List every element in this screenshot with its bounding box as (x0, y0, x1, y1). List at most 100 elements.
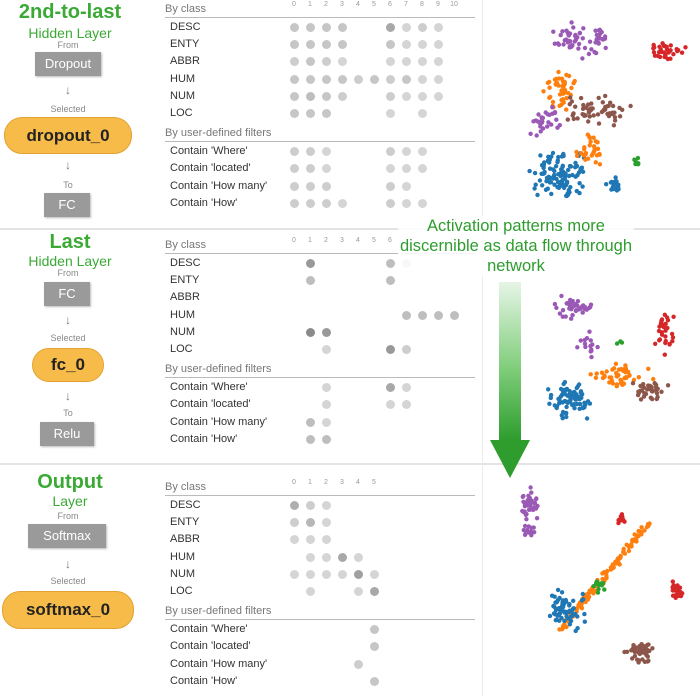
scatter-point (547, 160, 552, 165)
scatter-point (551, 176, 556, 181)
selected-node-dropout_0[interactable]: dropout_0 (4, 117, 132, 154)
selected-node-fc_0[interactable]: fc_0 (32, 348, 104, 382)
scatter-point (526, 493, 531, 498)
activation-dot (322, 417, 331, 427)
scatter-point (613, 561, 619, 566)
layer-title: Output (37, 471, 103, 493)
scatter-point (666, 49, 671, 55)
scatter-point (532, 530, 537, 535)
scatter-point (588, 349, 593, 354)
down-arrow-icon: ↓ (65, 313, 71, 327)
activation-dot (386, 23, 395, 32)
activation-dot (418, 23, 427, 32)
scatter-point (613, 186, 618, 191)
scatter-point (524, 517, 529, 522)
activation-dot (386, 109, 395, 118)
filter-row-label: Contain 'Where' (170, 623, 248, 636)
activation-dot (290, 569, 299, 579)
filter-row-label: Contain 'located' (170, 398, 251, 411)
scatter-point (600, 100, 605, 105)
scatter-point (593, 28, 598, 33)
column-number: 2 (324, 479, 328, 486)
scatter-point (578, 338, 583, 343)
scatter-point (564, 301, 569, 306)
activation-dot (306, 91, 315, 101)
scatter-point (604, 575, 609, 581)
scatter-point (526, 524, 531, 529)
scatter-point (554, 305, 559, 310)
from-node-fc[interactable]: FC (44, 282, 90, 306)
activation-dot (322, 501, 331, 510)
scatter-point (573, 611, 578, 617)
scatter-point (597, 28, 602, 33)
activation-dot (386, 40, 395, 50)
activation-dot (370, 625, 379, 635)
activation-dot (290, 40, 299, 50)
scatter-point (534, 516, 540, 521)
filter-row-label: Contain 'located' (170, 640, 251, 653)
scatter-point (602, 107, 608, 112)
to-node-relu[interactable]: Relu (40, 422, 94, 446)
scatter-point (561, 42, 566, 47)
scatter-point (577, 181, 582, 186)
scatter-point (580, 36, 585, 41)
scatter-point (660, 41, 665, 46)
scatter-point (532, 501, 538, 506)
activation-dot (370, 569, 379, 579)
scatter-point (577, 406, 582, 411)
activation-dot (322, 57, 331, 67)
section-separator-2 (0, 463, 700, 465)
class-row-label: HUM (170, 550, 196, 563)
scatter-point (647, 648, 652, 654)
scatter-point (588, 302, 594, 307)
scatter-point (593, 375, 599, 380)
activation-dot (306, 259, 315, 268)
selected-node-softmax_0[interactable]: softmax_0 (2, 591, 134, 629)
activation-dot (290, 164, 299, 174)
scatter-point (663, 338, 668, 344)
activation-dot (290, 535, 299, 545)
scatter-point (632, 653, 638, 659)
from-node-dropout[interactable]: Dropout (35, 52, 101, 76)
scatter-point (552, 77, 558, 82)
activation-dot (354, 587, 363, 596)
activation-dot (306, 518, 315, 528)
activation-dot (322, 109, 331, 118)
scatter-point (568, 398, 573, 403)
scatter-point (652, 53, 658, 58)
filter-row-label: Contain 'How' (170, 196, 238, 209)
activation-dot (418, 40, 427, 50)
scatter-point (646, 366, 651, 371)
scatter-point (567, 394, 572, 399)
scatter-point (579, 151, 584, 156)
scatter-point (572, 39, 577, 44)
filter-row-label: Contain 'located' (170, 162, 251, 175)
scatter-point (654, 386, 659, 392)
scatter-point (545, 124, 550, 129)
scatter-point (527, 168, 532, 174)
header-rule (165, 619, 475, 621)
scatter-point (571, 606, 576, 611)
activation-dot (322, 74, 331, 84)
scatter-point (614, 382, 620, 387)
activation-dot (306, 569, 315, 579)
scatter-point (576, 602, 581, 608)
scatter-point (615, 557, 620, 562)
to-caption: To (63, 180, 73, 190)
scatter-point (664, 315, 670, 320)
from-node-softmax[interactable]: Softmax (28, 524, 106, 548)
column-number: 1 (308, 479, 312, 486)
scatter-point (621, 549, 626, 554)
activation-dot (434, 40, 443, 50)
scatter-point (665, 383, 671, 388)
scatter-point (564, 28, 569, 33)
scatter-point (540, 126, 546, 131)
scatter-point (636, 375, 641, 380)
scatter-point (559, 590, 565, 595)
activation-dot (386, 57, 395, 67)
scatter-point (587, 114, 592, 119)
to-node-fc[interactable]: FC (44, 193, 90, 217)
filters-header: By user-defined filters (165, 127, 272, 140)
scatter-point (651, 376, 656, 382)
scatter-point (574, 153, 580, 158)
